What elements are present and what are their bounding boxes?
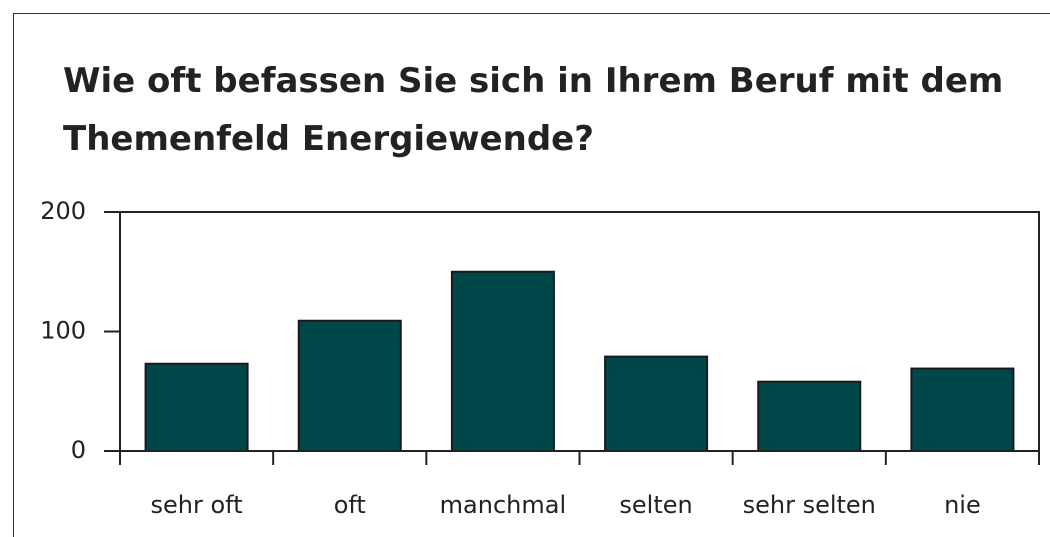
plot-frame (120, 211, 1040, 451)
y-tick-label: 0 (71, 436, 86, 464)
chart-title: Themenfeld Energiewende? (63, 119, 594, 159)
x-tick-label: sehr selten (743, 491, 876, 519)
bar (297, 319, 402, 452)
bar (757, 380, 862, 452)
bar (144, 362, 249, 453)
bar (910, 367, 1015, 453)
y-tick-label: 100 (40, 317, 86, 345)
bar (604, 355, 709, 452)
x-tick-label: manchmal (440, 491, 566, 519)
x-tick-label: oft (334, 491, 366, 519)
frame (13, 13, 1050, 537)
x-tick-label: sehr oft (151, 491, 243, 519)
x-tick-label: nie (944, 491, 981, 519)
x-tick-label: selten (619, 491, 692, 519)
y-tick-label: 200 (40, 197, 86, 225)
bar (450, 270, 555, 452)
chart-title: Wie oft befassen Sie sich in Ihrem Beruf… (63, 61, 1003, 101)
